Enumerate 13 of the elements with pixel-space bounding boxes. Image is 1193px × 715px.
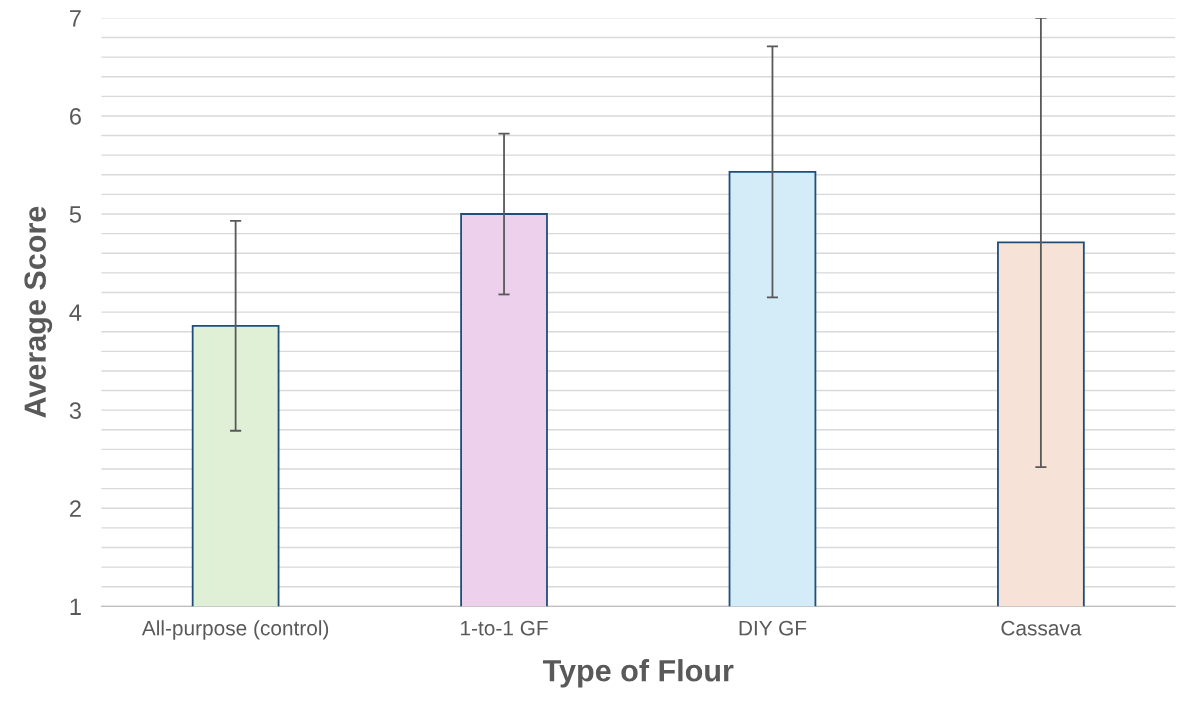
- y-tick-label: 4: [69, 304, 82, 321]
- x-tick-label: All-purpose (control): [141, 620, 329, 640]
- y-tick-label: 6: [70, 108, 81, 125]
- y-tick-label: 3: [69, 402, 81, 419]
- x-tick-label: DIY GF: [739, 620, 807, 636]
- y-tick-label: 1: [70, 598, 81, 615]
- y-tick-label: 7: [70, 10, 81, 27]
- y-tick-label: 5: [69, 206, 81, 223]
- x-tick-label: Cassava: [1001, 620, 1082, 636]
- x-axis-title: Type of Flour: [542, 659, 734, 688]
- y-tick-label: 2: [70, 500, 81, 517]
- x-tick-label: 1-to-1 GF: [461, 620, 548, 636]
- y-axis-title: Average Score: [24, 206, 53, 418]
